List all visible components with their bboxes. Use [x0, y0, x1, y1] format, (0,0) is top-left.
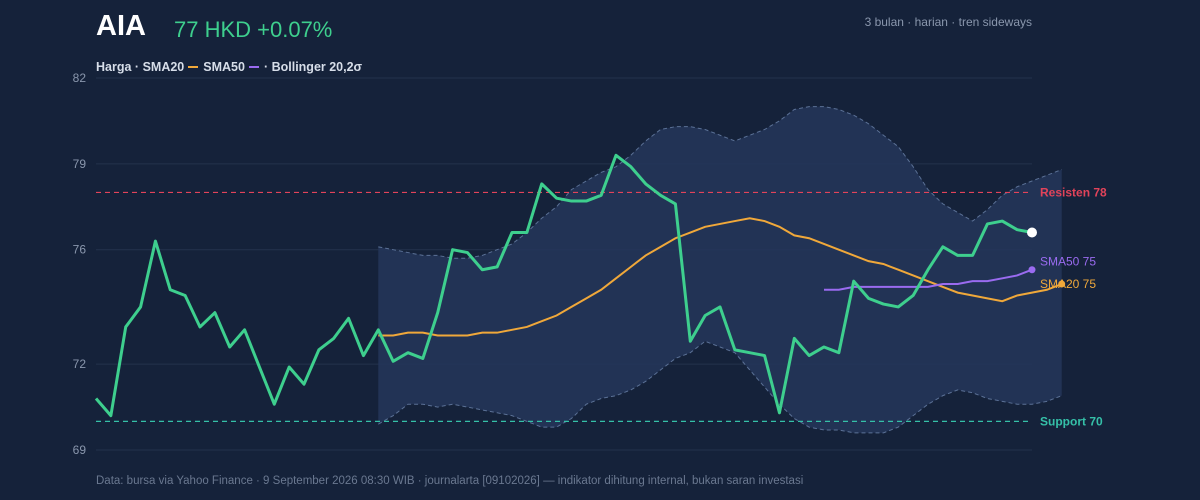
- resisten-label: Resisten 78: [1040, 185, 1107, 199]
- price-end-dot: [1027, 227, 1037, 238]
- bollinger-upper-line: [378, 106, 1062, 259]
- y-tick-label: 79: [73, 157, 87, 171]
- y-tick-label: 76: [73, 243, 87, 257]
- y-tick-label: 69: [73, 443, 87, 457]
- sma20-end-label: SMA20 75: [1040, 277, 1096, 291]
- legend-sma50-swatch: [248, 65, 259, 68]
- sma50-end-dot: [1028, 266, 1036, 274]
- support-label: Support 70: [1040, 414, 1103, 428]
- price-line: [94, 153, 1033, 418]
- sma20-line: [378, 217, 1063, 337]
- legend-separator: ·: [134, 60, 140, 74]
- y-tick-label: 82: [73, 71, 87, 85]
- bollinger-band-fill: [378, 106, 1062, 433]
- legend-bollinger: · Bollinger 20,2σ: [263, 60, 363, 74]
- legend-sma20: SMA20: [142, 60, 185, 74]
- legend-sma20-swatch: [188, 65, 199, 68]
- sma20-end-dot: [1058, 280, 1066, 288]
- bollinger-lower-line: [378, 340, 1062, 434]
- y-tick-label: 72: [73, 357, 87, 371]
- price-change: 77 HKD +0.07%: [174, 17, 333, 42]
- ticker-title: AIA: [96, 10, 146, 42]
- legend-price: Harga: [96, 60, 132, 74]
- chart-footer: Data: bursa via Yahoo Finance · 9 Septem…: [96, 475, 804, 487]
- chart-legend: Harga · SMA20 SMA50 · Bollinger 20,2σ: [96, 60, 362, 74]
- sma50-end-label: SMA50 75: [1040, 255, 1096, 269]
- legend-sma50: SMA50: [203, 60, 245, 74]
- chart-subtitle: 3 bulan · harian · tren sideways: [864, 15, 1032, 29]
